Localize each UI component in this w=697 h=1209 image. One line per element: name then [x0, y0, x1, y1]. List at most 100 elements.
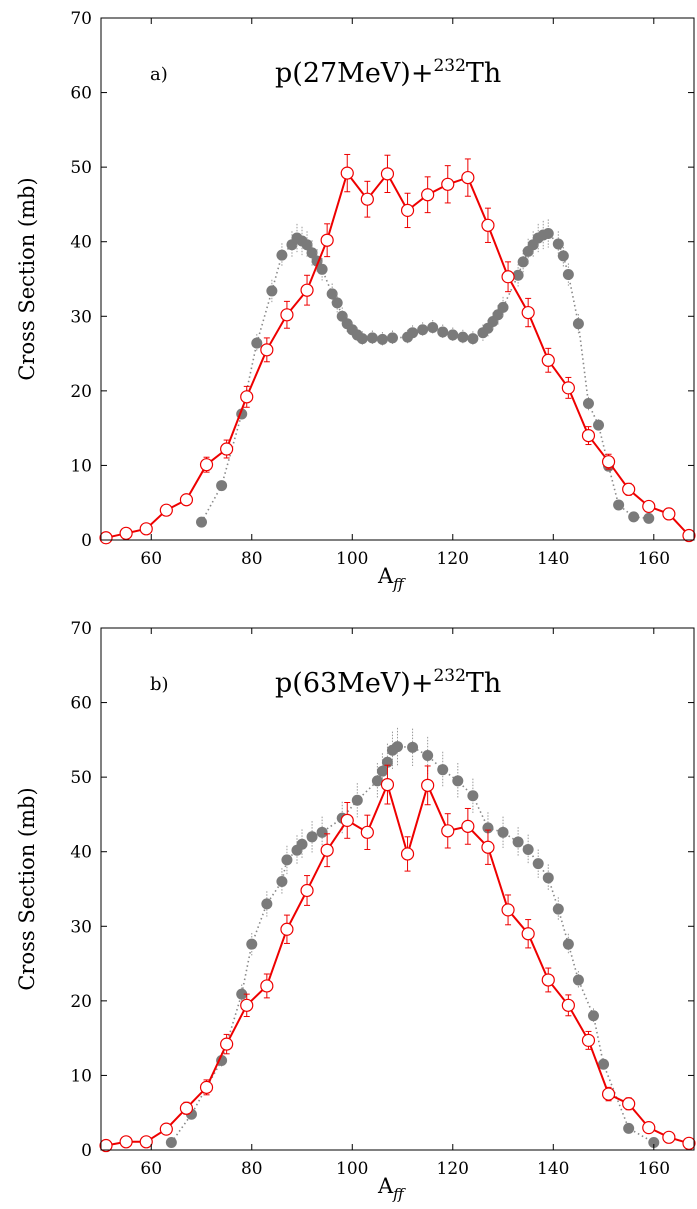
data-point: [561, 998, 575, 1012]
data-point: [552, 903, 564, 915]
series-experimental: [196, 219, 655, 528]
title-superscript: 232: [433, 56, 465, 76]
data-point: [380, 167, 395, 181]
panel-label: a): [150, 64, 168, 85]
data-point: [216, 480, 228, 492]
data-point: [601, 455, 616, 469]
x-axis-title: Aff: [377, 564, 406, 593]
data-point: [371, 775, 383, 787]
plot-frame: [100, 17, 695, 541]
data-point: [521, 927, 535, 941]
data-point: [541, 353, 555, 367]
data-point: [481, 840, 495, 854]
data-point: [340, 166, 354, 180]
data-point: [501, 903, 515, 917]
data-point: [622, 1097, 636, 1111]
data-point: [351, 794, 363, 806]
data-point: [280, 308, 294, 322]
data-point: [557, 250, 569, 262]
data-point: [497, 301, 509, 313]
x-tick-label: 60: [140, 1159, 162, 1179]
data-point: [340, 813, 354, 827]
data-point: [266, 285, 278, 297]
data-point: [467, 333, 479, 345]
data-point: [320, 843, 334, 857]
y-tick-label: 40: [70, 233, 92, 253]
data-point: [623, 1122, 635, 1134]
y-tick-label: 20: [70, 382, 92, 402]
data-point: [276, 249, 288, 261]
data-point: [301, 239, 313, 251]
title-tail: Th: [466, 668, 501, 699]
data-point: [360, 192, 374, 206]
data-point: [240, 390, 254, 404]
y-tick-label: 10: [70, 456, 92, 476]
y-tick-label: 50: [70, 768, 92, 788]
axes: 0 10 20 30 40 50 60 70 60 80 100 120 140 160: [70, 9, 694, 569]
data-point: [532, 858, 544, 870]
plot-series-area: [99, 727, 696, 1153]
data-point: [99, 531, 113, 545]
data-point: [422, 750, 434, 762]
y-tick-label: 30: [70, 917, 92, 937]
title-base: p(27MeV)+: [275, 58, 433, 89]
y-tick-label: 20: [70, 992, 92, 1012]
x-tick-label: 160: [638, 1159, 670, 1179]
data-point: [380, 777, 395, 792]
data-point: [179, 493, 194, 507]
data-point: [280, 922, 294, 936]
data-point: [437, 764, 449, 776]
data-point: [521, 305, 535, 320]
x-axis-title-sub: ff: [392, 575, 406, 593]
y-tick-label: 60: [70, 84, 92, 104]
data-point: [648, 1137, 660, 1149]
data-point: [417, 324, 429, 336]
data-point: [165, 1137, 177, 1149]
data-point: [179, 1101, 194, 1115]
data-point: [601, 1087, 616, 1101]
data-point: [561, 381, 575, 395]
series-line: [170, 745, 655, 1144]
data-point: [427, 321, 439, 333]
x-tick-label: 160: [638, 549, 670, 569]
data-point: [572, 974, 584, 986]
title-tail: Th: [466, 58, 501, 89]
data-point: [139, 1135, 153, 1149]
data-point: [196, 516, 208, 528]
x-tick-label: 80: [241, 549, 263, 569]
data-point: [662, 1130, 676, 1144]
data-point: [622, 482, 636, 496]
data-point: [421, 778, 435, 792]
plot-series-area: [99, 153, 696, 545]
data-point: [316, 826, 328, 838]
data-point: [296, 838, 308, 850]
data-point: [461, 170, 475, 185]
y-tick-label: 70: [70, 9, 92, 29]
data-point: [613, 499, 625, 511]
data-point: [199, 458, 214, 472]
data-point: [159, 503, 173, 517]
data-point: [376, 333, 388, 345]
y-tick-label: 70: [70, 619, 92, 639]
data-point: [542, 872, 554, 884]
y-tick-label: 50: [70, 158, 92, 178]
data-point: [99, 1138, 113, 1153]
data-point: [400, 203, 415, 217]
data-point: [366, 332, 378, 344]
data-point: [572, 318, 584, 330]
data-point: [452, 775, 464, 787]
data-point: [376, 765, 388, 777]
data-point: [441, 177, 455, 191]
data-point: [497, 826, 509, 838]
y-tick-label: 10: [70, 1066, 92, 1086]
data-point: [562, 938, 574, 950]
x-tick-label: 120: [437, 549, 469, 569]
data-point: [598, 1058, 610, 1070]
series-experimental: [165, 727, 660, 1149]
data-point: [119, 526, 133, 540]
data-point: [300, 283, 314, 297]
data-point: [467, 790, 479, 802]
data-point: [119, 1135, 133, 1149]
data-point: [522, 843, 534, 855]
